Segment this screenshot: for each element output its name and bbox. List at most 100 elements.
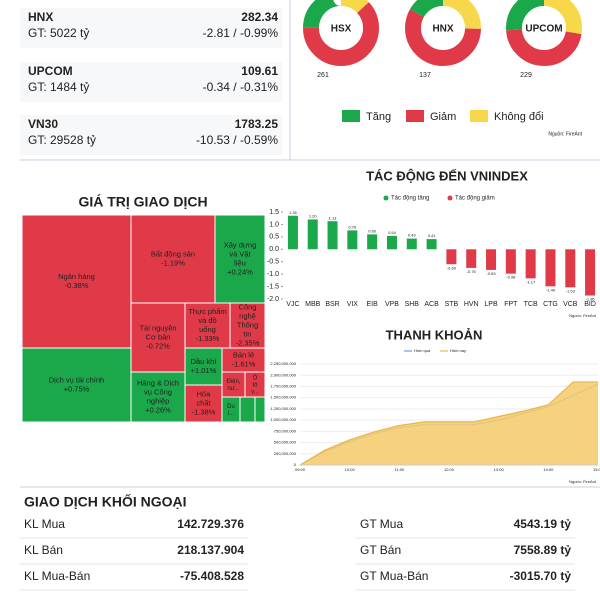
treemap-label: Du l...	[227, 403, 235, 416]
treemap-change: -0.38%	[65, 281, 89, 290]
donut-hole	[421, 6, 465, 50]
donut-segment	[405, 0, 481, 66]
x-tick-label: 15:00	[593, 467, 600, 472]
bar	[406, 238, 417, 250]
treemap-label: Điện, nư...	[226, 378, 240, 391]
bar-value-label: -0.75	[467, 269, 477, 274]
treemap-label-line: tô	[252, 382, 258, 388]
donut-segment	[506, 0, 582, 66]
treemap-cell	[254, 396, 266, 423]
x-tick-label: STB	[445, 301, 459, 308]
x-tick-label: 12:00	[444, 467, 455, 472]
index-change: -0.34 / -0.31%	[203, 80, 279, 94]
treemap-label-line: Thực phẩm	[188, 307, 226, 316]
x-tick-label: BSR	[325, 301, 339, 308]
treemap-label: Xây dựng và Vật liệu	[224, 240, 257, 267]
index-value: 109.61	[241, 64, 278, 78]
treemap-label-line: Bán lẻ	[233, 350, 254, 359]
row-label: KL Mua	[24, 517, 65, 531]
y-tick-label: -1.0	[267, 271, 279, 278]
treemap-label-line: nghệ	[239, 311, 256, 320]
donut-segment	[405, 0, 481, 66]
x-tick-label: VIX	[347, 301, 359, 308]
donut-hole	[319, 6, 363, 50]
bar	[525, 249, 536, 279]
bar-value-label: -0.83	[486, 271, 496, 276]
x-tick-label: EIB	[367, 301, 379, 308]
index-name: HNX	[28, 10, 53, 24]
row-value: -3015.70 tỷ	[510, 569, 572, 583]
y-tick-label: 750,000,000	[274, 428, 297, 433]
treemap-label: Dầu khí	[191, 357, 218, 366]
treemap-label: Dịch vụ tài chính	[49, 375, 104, 384]
treemap-change: +0.24%	[227, 267, 253, 276]
treemap-cell	[229, 302, 266, 349]
bar	[505, 249, 516, 274]
bar-value-label: -1.17	[526, 279, 536, 284]
treemap-label-line: Hóa	[197, 389, 212, 398]
bar	[386, 235, 397, 250]
y-tick-label: 2,000,000,000	[270, 372, 296, 377]
bar	[327, 221, 338, 250]
y-tick-label: -0.5	[267, 259, 279, 266]
x-tick-label: 09:00	[295, 467, 306, 472]
area	[300, 381, 598, 465]
source: Nguồn: FireAnt	[569, 313, 597, 318]
treemap-label-line: Ô	[253, 374, 258, 381]
index-name: UPCOM	[28, 64, 73, 78]
donut-label: UPCOM	[525, 24, 562, 35]
x-tick-label: 13:00	[494, 467, 505, 472]
x-tick-label: ACB	[424, 301, 439, 308]
treemap-cell	[21, 347, 132, 423]
treemap-change: -2.35%	[236, 338, 260, 347]
treemap-label-line: Hàng & Dịch	[137, 378, 179, 387]
treemap-label-line: Du	[227, 403, 235, 409]
treemap-label-line: Dịch vụ tài chính	[49, 375, 104, 384]
treemap-cell	[221, 396, 241, 423]
treemap-label-line: Tài nguyên	[139, 323, 176, 332]
y-tick-label: 2,250,000,000	[270, 361, 296, 366]
legend-swatch	[470, 110, 488, 122]
x-tick-label: BID	[584, 301, 596, 308]
treemap-label: Công nghệ Thông tin	[237, 302, 258, 338]
treemap-change: -1.19%	[161, 258, 185, 267]
treemap-title: GIÁ TRỊ GIAO DỊCH	[78, 194, 207, 210]
treemap-cell	[21, 214, 132, 349]
row-label: KL Mua-Bán	[24, 569, 90, 583]
row-value: 7558.89 tỷ	[514, 543, 572, 557]
legend-label: Giảm	[430, 111, 456, 123]
treemap-label: Bán lẻ	[233, 350, 254, 359]
x-tick-label: VCB	[563, 301, 578, 308]
row-value: 142.729.376	[177, 517, 244, 531]
treemap-cell	[184, 384, 223, 423]
treemap-cell	[130, 302, 186, 373]
y-tick-label: 1,750,000,000	[270, 384, 296, 389]
index-gt: GT: 5022 tỷ	[28, 26, 89, 40]
legend-swatch	[406, 110, 424, 122]
bar	[307, 219, 318, 250]
y-tick-label: 250,000,000	[274, 451, 297, 456]
bar-value-label: 0.76	[348, 224, 357, 229]
treemap-label-line: chất	[196, 398, 211, 407]
legend-label: Tác động giảm	[455, 196, 495, 202]
x-tick-label: 10:00	[345, 467, 356, 472]
y-tick-label: 1,000,000,000	[270, 417, 296, 422]
bar	[287, 215, 298, 250]
y-tick-label: 1,500,000,000	[270, 395, 296, 400]
treemap-label-line: Điện,	[226, 378, 240, 384]
index-box	[20, 8, 282, 48]
bar	[486, 249, 497, 270]
y-tick-label: 1.0	[269, 221, 279, 228]
index-change: -2.81 / -0.99%	[203, 26, 279, 40]
section-title: GIAO DỊCH KHỐI NGOẠI	[24, 493, 187, 510]
source: Nguồn: FireAnt	[569, 479, 597, 484]
treemap-change: +0.75%	[64, 384, 90, 393]
treemap-label: Hàng & Dịch vụ Công nghiệp	[137, 378, 179, 405]
treemap-cell	[130, 214, 216, 304]
treemap-label: Tài nguyên Cơ bản	[139, 323, 176, 341]
treemap-cell	[214, 214, 266, 304]
bar-value-label: 0.43	[408, 233, 417, 238]
treemap-cell	[239, 396, 256, 423]
bar-value-label: -1.86	[586, 297, 596, 302]
